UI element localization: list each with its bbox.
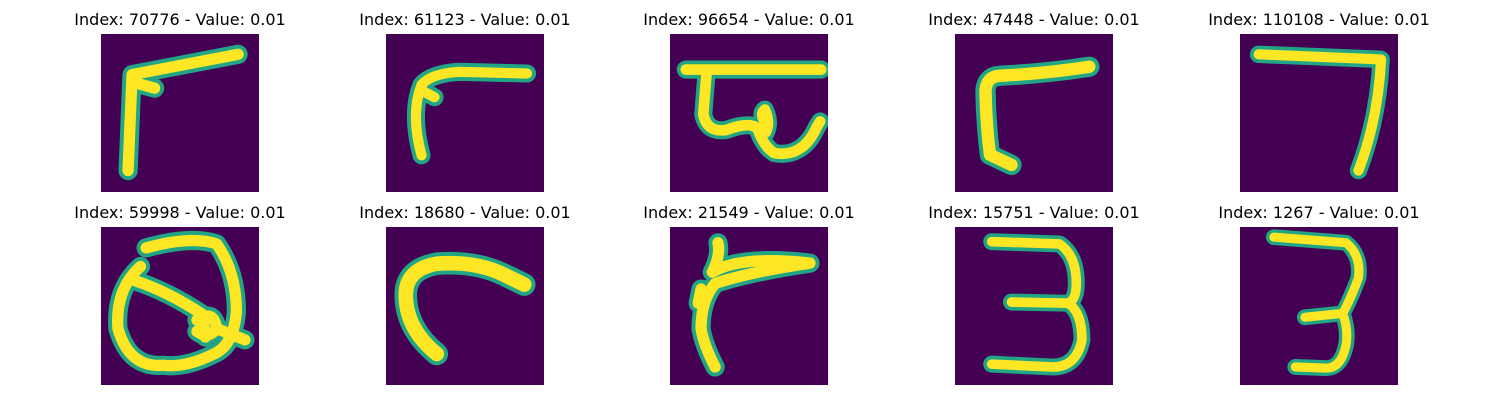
panel-3: Index: 96654 - Value: 0.01 — [607, 10, 891, 200]
panel-7: Index: 18680 - Value: 0.01 — [323, 203, 607, 393]
panel-title: Index: 70776 - Value: 0.01 — [74, 10, 286, 29]
panel-title: Index: 96654 - Value: 0.01 — [643, 10, 855, 29]
panel-title: Index: 61123 - Value: 0.01 — [359, 10, 571, 29]
panel-title: Index: 59998 - Value: 0.01 — [74, 203, 286, 222]
panel-title: Index: 1267 - Value: 0.01 — [1218, 203, 1420, 222]
digit-image — [1240, 227, 1398, 385]
panel-title: Index: 110108 - Value: 0.01 — [1208, 10, 1430, 29]
digit-image — [1240, 34, 1398, 192]
panel-title: Index: 47448 - Value: 0.01 — [928, 10, 1140, 29]
panel-title: Index: 21549 - Value: 0.01 — [643, 203, 855, 222]
panel-4: Index: 47448 - Value: 0.01 — [892, 10, 1176, 200]
panel-6: Index: 59998 - Value: 0.01 — [38, 203, 322, 393]
digit-image — [386, 34, 544, 192]
panel-8: Index: 21549 - Value: 0.01 — [607, 203, 891, 393]
digit-image — [101, 227, 259, 385]
panel-10: Index: 1267 - Value: 0.01 — [1177, 203, 1461, 393]
digit-image — [386, 227, 544, 385]
digit-image — [670, 227, 828, 385]
digit-image — [955, 227, 1113, 385]
digit-image — [670, 34, 828, 192]
panel-5: Index: 110108 - Value: 0.01 — [1177, 10, 1461, 200]
panel-2: Index: 61123 - Value: 0.01 — [323, 10, 607, 200]
panel-title: Index: 18680 - Value: 0.01 — [359, 203, 571, 222]
digit-image — [101, 34, 259, 192]
panel-9: Index: 15751 - Value: 0.01 — [892, 203, 1176, 393]
digit-image — [955, 34, 1113, 192]
panel-1: Index: 70776 - Value: 0.01 — [38, 10, 322, 200]
panel-title: Index: 15751 - Value: 0.01 — [928, 203, 1140, 222]
